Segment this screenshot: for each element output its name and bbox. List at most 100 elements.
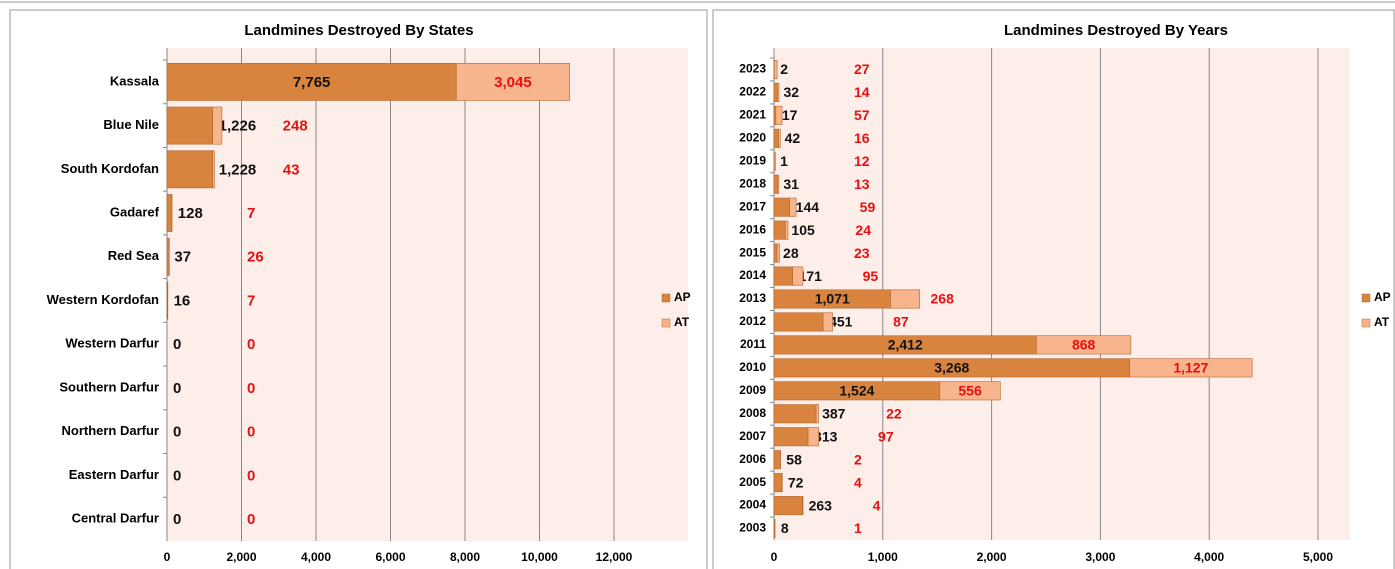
x-tick-label: 1,000 bbox=[868, 550, 898, 564]
data-label: 8 bbox=[781, 520, 789, 536]
y-tick-label: 2016 bbox=[739, 222, 766, 236]
legend-swatch bbox=[661, 293, 671, 303]
data-label: 7 bbox=[247, 292, 255, 309]
y-tick-label: Blue Nile bbox=[103, 117, 159, 132]
bar-segment bbox=[773, 473, 783, 493]
data-label: 28 bbox=[783, 245, 799, 261]
data-label: 7,765 bbox=[293, 74, 331, 91]
y-tick-label: Western Darfur bbox=[65, 336, 159, 351]
y-tick-label: 2011 bbox=[740, 337, 766, 351]
data-label: 72 bbox=[788, 474, 804, 490]
data-label: 2,412 bbox=[888, 337, 923, 353]
data-label: 58 bbox=[786, 451, 802, 467]
x-tick-label: 4,000 bbox=[301, 550, 331, 564]
bar-segment bbox=[773, 312, 824, 332]
data-label: 0 bbox=[173, 424, 181, 441]
legend-swatch bbox=[1361, 293, 1371, 303]
data-label: 12 bbox=[854, 153, 870, 169]
bar-segment bbox=[777, 174, 780, 194]
bar-segment bbox=[773, 404, 817, 424]
y-tick-label: 2021 bbox=[739, 108, 766, 122]
y-tick-label: 2020 bbox=[739, 131, 766, 145]
y-tick-label: Northern Darfur bbox=[61, 423, 159, 438]
bar-segment bbox=[773, 59, 778, 79]
bar-segment bbox=[773, 496, 803, 516]
data-label: 17 bbox=[782, 107, 798, 123]
bar-segment bbox=[773, 450, 781, 470]
x-tick-label: 8,000 bbox=[450, 550, 480, 564]
data-label: 13 bbox=[854, 176, 870, 192]
data-label: 27 bbox=[854, 61, 870, 77]
bar-segment bbox=[778, 128, 781, 148]
legend-swatch bbox=[1361, 318, 1371, 328]
x-tick-label: 12,000 bbox=[596, 550, 633, 564]
y-tick-label: 2014 bbox=[739, 268, 766, 282]
data-label: 0 bbox=[247, 424, 255, 441]
bar-segment bbox=[773, 427, 809, 447]
x-tick-label: 5,000 bbox=[1303, 550, 1333, 564]
data-label: 24 bbox=[855, 222, 871, 238]
bar-segment bbox=[773, 197, 790, 217]
bar-segment bbox=[815, 404, 819, 424]
bar-segment bbox=[939, 381, 1001, 401]
data-label: 57 bbox=[854, 107, 870, 123]
bar-segment bbox=[775, 105, 783, 125]
bar-segment bbox=[212, 150, 215, 189]
data-label: 2 bbox=[854, 451, 862, 467]
x-tick-label: 2,000 bbox=[977, 550, 1007, 564]
x-tick-label: 10,000 bbox=[521, 550, 558, 564]
bar-segment bbox=[773, 243, 778, 263]
data-label: 31 bbox=[783, 176, 799, 192]
data-label: 14 bbox=[854, 84, 870, 100]
bar-segment bbox=[785, 220, 789, 240]
x-tick-label: 2,000 bbox=[226, 550, 256, 564]
y-tick-label: Southern Darfur bbox=[59, 379, 159, 394]
data-label: 0 bbox=[173, 511, 181, 528]
bar-segment bbox=[773, 82, 778, 102]
y-tick-label: 2005 bbox=[739, 475, 766, 489]
data-label: 0 bbox=[247, 467, 255, 484]
y-tick-label: 2013 bbox=[739, 291, 766, 305]
plot-area bbox=[167, 48, 688, 541]
data-label: 16 bbox=[174, 292, 191, 309]
data-label: 387 bbox=[822, 405, 846, 421]
data-label: 105 bbox=[791, 222, 815, 238]
data-label: 144 bbox=[796, 199, 820, 215]
data-label: 22 bbox=[886, 405, 902, 421]
data-label: 556 bbox=[958, 383, 982, 399]
x-tick-label: 6,000 bbox=[375, 550, 405, 564]
data-label: 4 bbox=[854, 474, 862, 490]
chart-title: Landmines Destroyed By States bbox=[244, 22, 473, 39]
y-tick-label: 2009 bbox=[739, 383, 766, 397]
data-label: 128 bbox=[178, 205, 203, 222]
x-tick-label: 0 bbox=[164, 550, 171, 564]
x-tick-label: 4,000 bbox=[1194, 550, 1224, 564]
y-tick-label: Central Darfur bbox=[72, 511, 159, 526]
data-label: 0 bbox=[247, 336, 255, 353]
y-tick-label: 2008 bbox=[739, 406, 766, 420]
bar-segment bbox=[1036, 335, 1132, 355]
data-label: 43 bbox=[283, 161, 300, 178]
data-label: 0 bbox=[173, 380, 181, 397]
data-label: 313 bbox=[814, 428, 838, 444]
bar-segment bbox=[773, 151, 776, 171]
y-tick-label: 2004 bbox=[739, 498, 766, 512]
bar-segment bbox=[166, 194, 173, 232]
bar-segment bbox=[773, 220, 786, 240]
y-tick-label: 2012 bbox=[739, 314, 766, 328]
y-tick-label: Eastern Darfur bbox=[69, 467, 159, 482]
legend-label: AP bbox=[1374, 290, 1391, 304]
y-tick-label: South Kordofan bbox=[61, 161, 159, 176]
bar-segment bbox=[773, 128, 779, 148]
bar-segment bbox=[776, 243, 780, 263]
legend-swatch bbox=[661, 318, 671, 328]
data-label: 248 bbox=[283, 118, 308, 135]
bar-segment bbox=[166, 106, 213, 145]
data-label: 2 bbox=[780, 61, 788, 77]
bar-segment bbox=[212, 106, 223, 145]
bar-segment bbox=[773, 174, 778, 194]
bar-segment bbox=[792, 266, 804, 286]
data-label: 16 bbox=[854, 130, 870, 146]
data-label: 97 bbox=[878, 428, 894, 444]
